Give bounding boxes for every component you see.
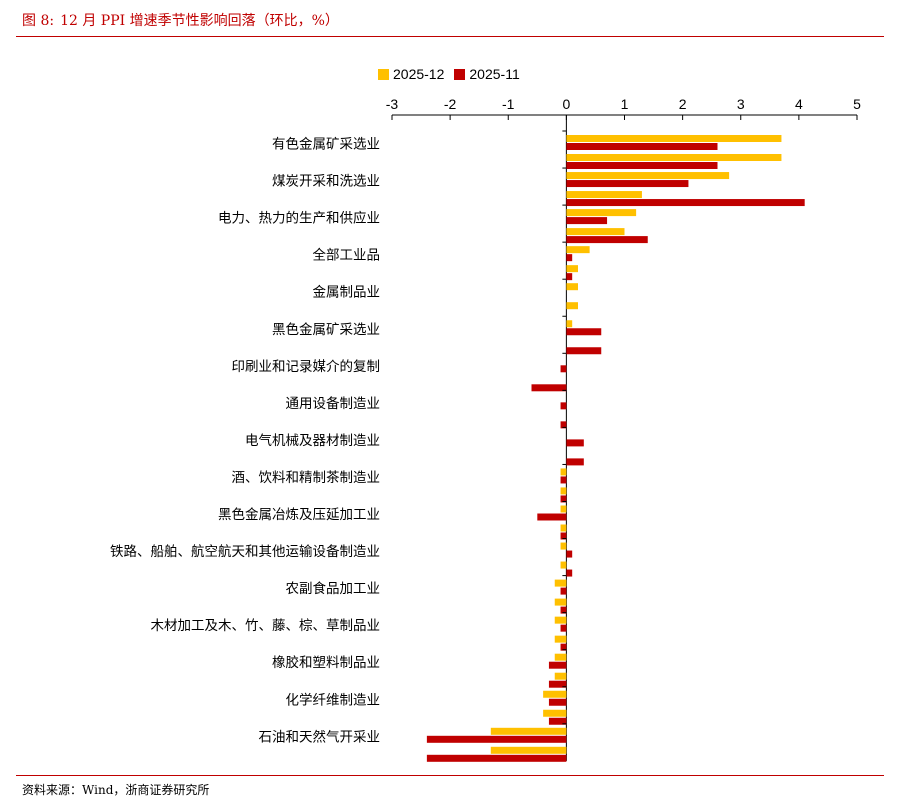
category-label: 金属制品业 <box>313 285 381 301</box>
x-tick-label: 0 <box>562 96 570 112</box>
figure-number: 图 8: <box>22 13 55 29</box>
bar-2025-12 <box>554 672 567 680</box>
bar-2025-11 <box>548 680 567 688</box>
bar-2025-12 <box>566 172 730 180</box>
bar-2025-12 <box>543 690 567 698</box>
bar-2025-12 <box>566 246 590 254</box>
bar-2025-11 <box>560 421 567 429</box>
bar-2025-12 <box>566 228 625 236</box>
category-label: 电气机械及器材制造业 <box>245 433 380 449</box>
bar-2025-11 <box>566 458 584 466</box>
bar-2025-12 <box>560 487 567 495</box>
bar-2025-11 <box>560 606 567 614</box>
bar-2025-12 <box>560 542 567 550</box>
category-label: 酒、饮料和精制茶制造业 <box>232 470 381 486</box>
bar-2025-12 <box>560 524 567 532</box>
bar-2025-12 <box>566 209 637 217</box>
top-divider <box>16 36 884 37</box>
bar-2025-12 <box>560 561 567 569</box>
bar-2025-12 <box>566 154 782 161</box>
category-label: 橡胶和塑料制品业 <box>272 654 380 671</box>
bar-2025-11 <box>566 236 648 244</box>
x-tick-label: 1 <box>621 96 629 112</box>
legend-item-2025-11: 2025-11 <box>454 66 520 82</box>
bottom-divider <box>16 775 884 776</box>
bar-2025-11 <box>560 587 567 595</box>
bar-2025-11 <box>560 476 567 484</box>
x-tick-label: 5 <box>853 96 861 112</box>
category-label: 石油和天然气开采业 <box>259 728 381 745</box>
category-label: 农副食品加工业 <box>286 580 381 597</box>
category-label: 黑色金属冶炼及压延加工业 <box>218 506 380 523</box>
bar-2025-11 <box>566 347 602 355</box>
x-tick-label: -2 <box>444 96 457 112</box>
x-tick-label: 2 <box>679 96 687 112</box>
bar-2025-11 <box>566 180 689 188</box>
bar-2025-11 <box>566 328 602 336</box>
bar-2025-12 <box>490 746 567 754</box>
category-label: 有色金属矿采选业 <box>272 136 380 153</box>
bar-2025-12 <box>560 505 567 513</box>
x-tick-label: -3 <box>386 96 399 112</box>
bar-2025-11 <box>560 532 567 540</box>
bar-2025-12 <box>554 635 567 643</box>
bar-2025-11 <box>566 569 573 577</box>
bar-2025-11 <box>537 513 567 521</box>
bar-2025-12 <box>554 579 567 587</box>
bar-2025-12 <box>490 727 567 735</box>
bar-2025-11 <box>566 143 718 150</box>
bar-2025-11 <box>548 698 567 706</box>
category-label: 电力、热力的生产和供应业 <box>218 210 380 227</box>
category-label: 煤炭开采和洗选业 <box>272 174 380 190</box>
source-note: 资料来源：Wind，浙商证券研究所 <box>22 783 210 797</box>
bar-2025-11 <box>566 217 608 225</box>
bar-2025-11 <box>548 661 567 669</box>
x-tick-label: 4 <box>795 96 803 112</box>
bar-2025-12 <box>554 598 567 606</box>
bar-2025-12 <box>566 302 578 310</box>
bar-2025-11 <box>566 254 573 262</box>
bar-2025-12 <box>566 265 578 273</box>
bar-2025-12 <box>560 468 567 476</box>
bar-2025-12 <box>566 283 578 291</box>
bar-2025-11 <box>426 754 567 762</box>
category-label: 通用设备制造业 <box>286 395 381 412</box>
bar-2025-11 <box>531 384 567 392</box>
bar-2025-11 <box>566 550 573 558</box>
bar-2025-12 <box>543 709 567 717</box>
figure-title-text: 12 月 PPI 增速季节性影响回落（环比，%） <box>60 13 339 29</box>
bar-2025-11 <box>566 273 573 281</box>
category-label: 全部工业品 <box>313 247 381 264</box>
category-label: 印刷业和记录媒介的复制 <box>232 358 381 375</box>
chart-legend: 2025-12 2025-11 <box>378 66 530 82</box>
bar-2025-12 <box>566 191 642 199</box>
legend-label-2025-11: 2025-11 <box>469 66 520 82</box>
bar-2025-11 <box>426 735 567 743</box>
bar-2025-11 <box>560 643 567 651</box>
bar-2025-12 <box>554 653 567 661</box>
bar-2025-11 <box>560 402 567 410</box>
bar-2025-11 <box>560 365 567 373</box>
category-label: 化学纤维制造业 <box>286 692 381 708</box>
legend-item-2025-12: 2025-12 <box>378 66 444 82</box>
bar-2025-11 <box>566 162 718 169</box>
x-tick-label: -1 <box>502 96 515 112</box>
x-tick-label: 3 <box>737 96 745 112</box>
legend-swatch-2025-11 <box>454 68 466 80</box>
bar-2025-11 <box>560 624 567 632</box>
bar-2025-11 <box>548 717 567 725</box>
category-label: 铁路、船舶、航空航天和其他运输设备制造业 <box>110 543 380 560</box>
bar-2025-11 <box>566 199 805 207</box>
bar-2025-12 <box>566 320 573 328</box>
bar-2025-12 <box>554 616 567 624</box>
legend-label-2025-12: 2025-12 <box>393 66 445 82</box>
category-label: 木材加工及木、竹、藤、棕、草制品业 <box>151 618 381 634</box>
bar-2025-12 <box>566 135 782 142</box>
bar-2025-11 <box>566 439 584 447</box>
figure-title: 图 8: 12 月 PPI 增速季节性影响回落（环比，%） <box>22 10 339 30</box>
category-label: 黑色金属矿采选业 <box>272 321 380 338</box>
bar-2025-11 <box>560 495 567 503</box>
legend-swatch-2025-12 <box>378 68 389 80</box>
